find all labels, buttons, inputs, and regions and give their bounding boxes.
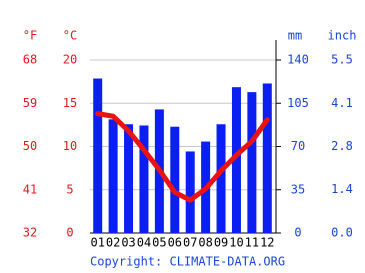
mm-tick-label: 140 xyxy=(287,53,309,67)
bar xyxy=(124,124,134,233)
c-tick-label: 10 xyxy=(63,139,77,153)
x-tick-label: 06 xyxy=(168,236,182,250)
f-tick-label: 32 xyxy=(23,226,37,240)
inch-tick-label: 1.4 xyxy=(331,182,353,196)
c-tick-label: 0 xyxy=(66,226,73,240)
x-tick-label: 01 xyxy=(90,236,104,250)
c-tick-label: 20 xyxy=(63,53,77,67)
bar xyxy=(108,119,118,233)
x-tick-label: 03 xyxy=(121,236,135,250)
copyright: Copyright: CLIMATE-DATA.ORG xyxy=(90,255,285,269)
c-tick-label: 15 xyxy=(63,96,77,110)
bar xyxy=(185,151,195,233)
bar xyxy=(216,124,226,233)
c-tick-label: 5 xyxy=(66,182,73,196)
x-tick-label: 08 xyxy=(198,236,212,250)
f-axis-label: °F xyxy=(23,29,37,43)
x-tick-label: 11 xyxy=(245,236,259,250)
mm-axis-label: mm xyxy=(288,29,302,43)
inch-tick-label: 4.1 xyxy=(331,96,353,110)
mm-tick-label: 0 xyxy=(294,226,301,240)
bar xyxy=(139,125,149,233)
inch-axis-label: inch xyxy=(328,29,357,43)
x-tick-label: 07 xyxy=(183,236,197,250)
bar xyxy=(262,83,272,233)
f-tick-label: 50 xyxy=(23,139,37,153)
x-tick-label: 12 xyxy=(260,236,274,250)
f-tick-label: 41 xyxy=(23,182,37,196)
x-tick-label: 05 xyxy=(152,236,166,250)
bar xyxy=(93,78,103,234)
mm-tick-label: 35 xyxy=(291,182,305,196)
x-tick-label: 10 xyxy=(229,236,243,250)
mm-tick-label: 105 xyxy=(287,96,309,110)
x-tick-label: 02 xyxy=(106,236,120,250)
bar xyxy=(231,87,241,233)
inch-tick-label: 0.0 xyxy=(331,226,353,240)
x-tick-label: 04 xyxy=(137,236,151,250)
f-tick-label: 68 xyxy=(23,53,37,67)
inch-tick-label: 2.8 xyxy=(331,139,353,153)
inch-tick-label: 5.5 xyxy=(331,53,353,67)
bar xyxy=(170,126,180,233)
mm-tick-label: 70 xyxy=(291,139,305,153)
f-tick-label: 59 xyxy=(23,96,37,110)
x-tick-label: 09 xyxy=(214,236,228,250)
c-axis-label: °C xyxy=(63,29,77,43)
temperature-line xyxy=(95,111,270,203)
bar xyxy=(247,92,257,233)
